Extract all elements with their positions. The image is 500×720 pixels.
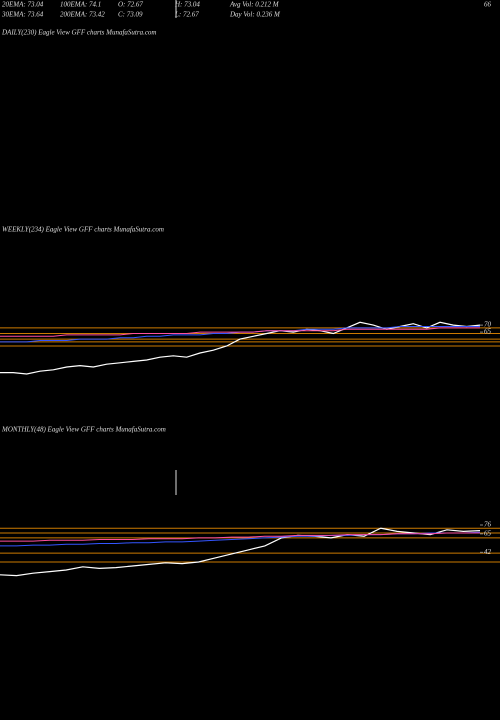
- header-stat: L: 72.67: [174, 11, 199, 19]
- y-tick-label: 42: [484, 548, 492, 556]
- price-line: [0, 327, 480, 337]
- header-stat: 100EMA: 74.1: [60, 1, 101, 9]
- panel-title: MONTHLY(48) Eagle View GFF charts Munafa…: [1, 426, 166, 434]
- price-line: [0, 532, 480, 542]
- header-stat: Avg Vol: 0.212 M: [229, 1, 280, 9]
- header-stat: Day Vol: 0.236 M: [229, 11, 281, 19]
- y-tick-label: 65: [484, 328, 492, 336]
- header-stat: C: 73.09: [118, 11, 143, 19]
- corner-label: 66: [484, 1, 492, 9]
- header-stat: H: 73.04: [174, 1, 200, 9]
- daily-label: DAILY(230) Eagle View GFF charts MunafaS…: [1, 29, 157, 37]
- y-tick-label: 70: [484, 321, 492, 329]
- panel-title: WEEKLY(234) Eagle View GFF charts Munafa…: [2, 226, 164, 234]
- y-tick-label: 76: [484, 521, 492, 529]
- price-line: [0, 527, 481, 577]
- y-tick-label: 65: [484, 529, 492, 537]
- header-stat: 200EMA: 73.42: [60, 11, 105, 19]
- header-stat: 30EMA: 73.64: [1, 11, 44, 19]
- header-stat: O: 72.67: [118, 1, 143, 9]
- header-stat: 20EMA: 73.04: [2, 1, 44, 9]
